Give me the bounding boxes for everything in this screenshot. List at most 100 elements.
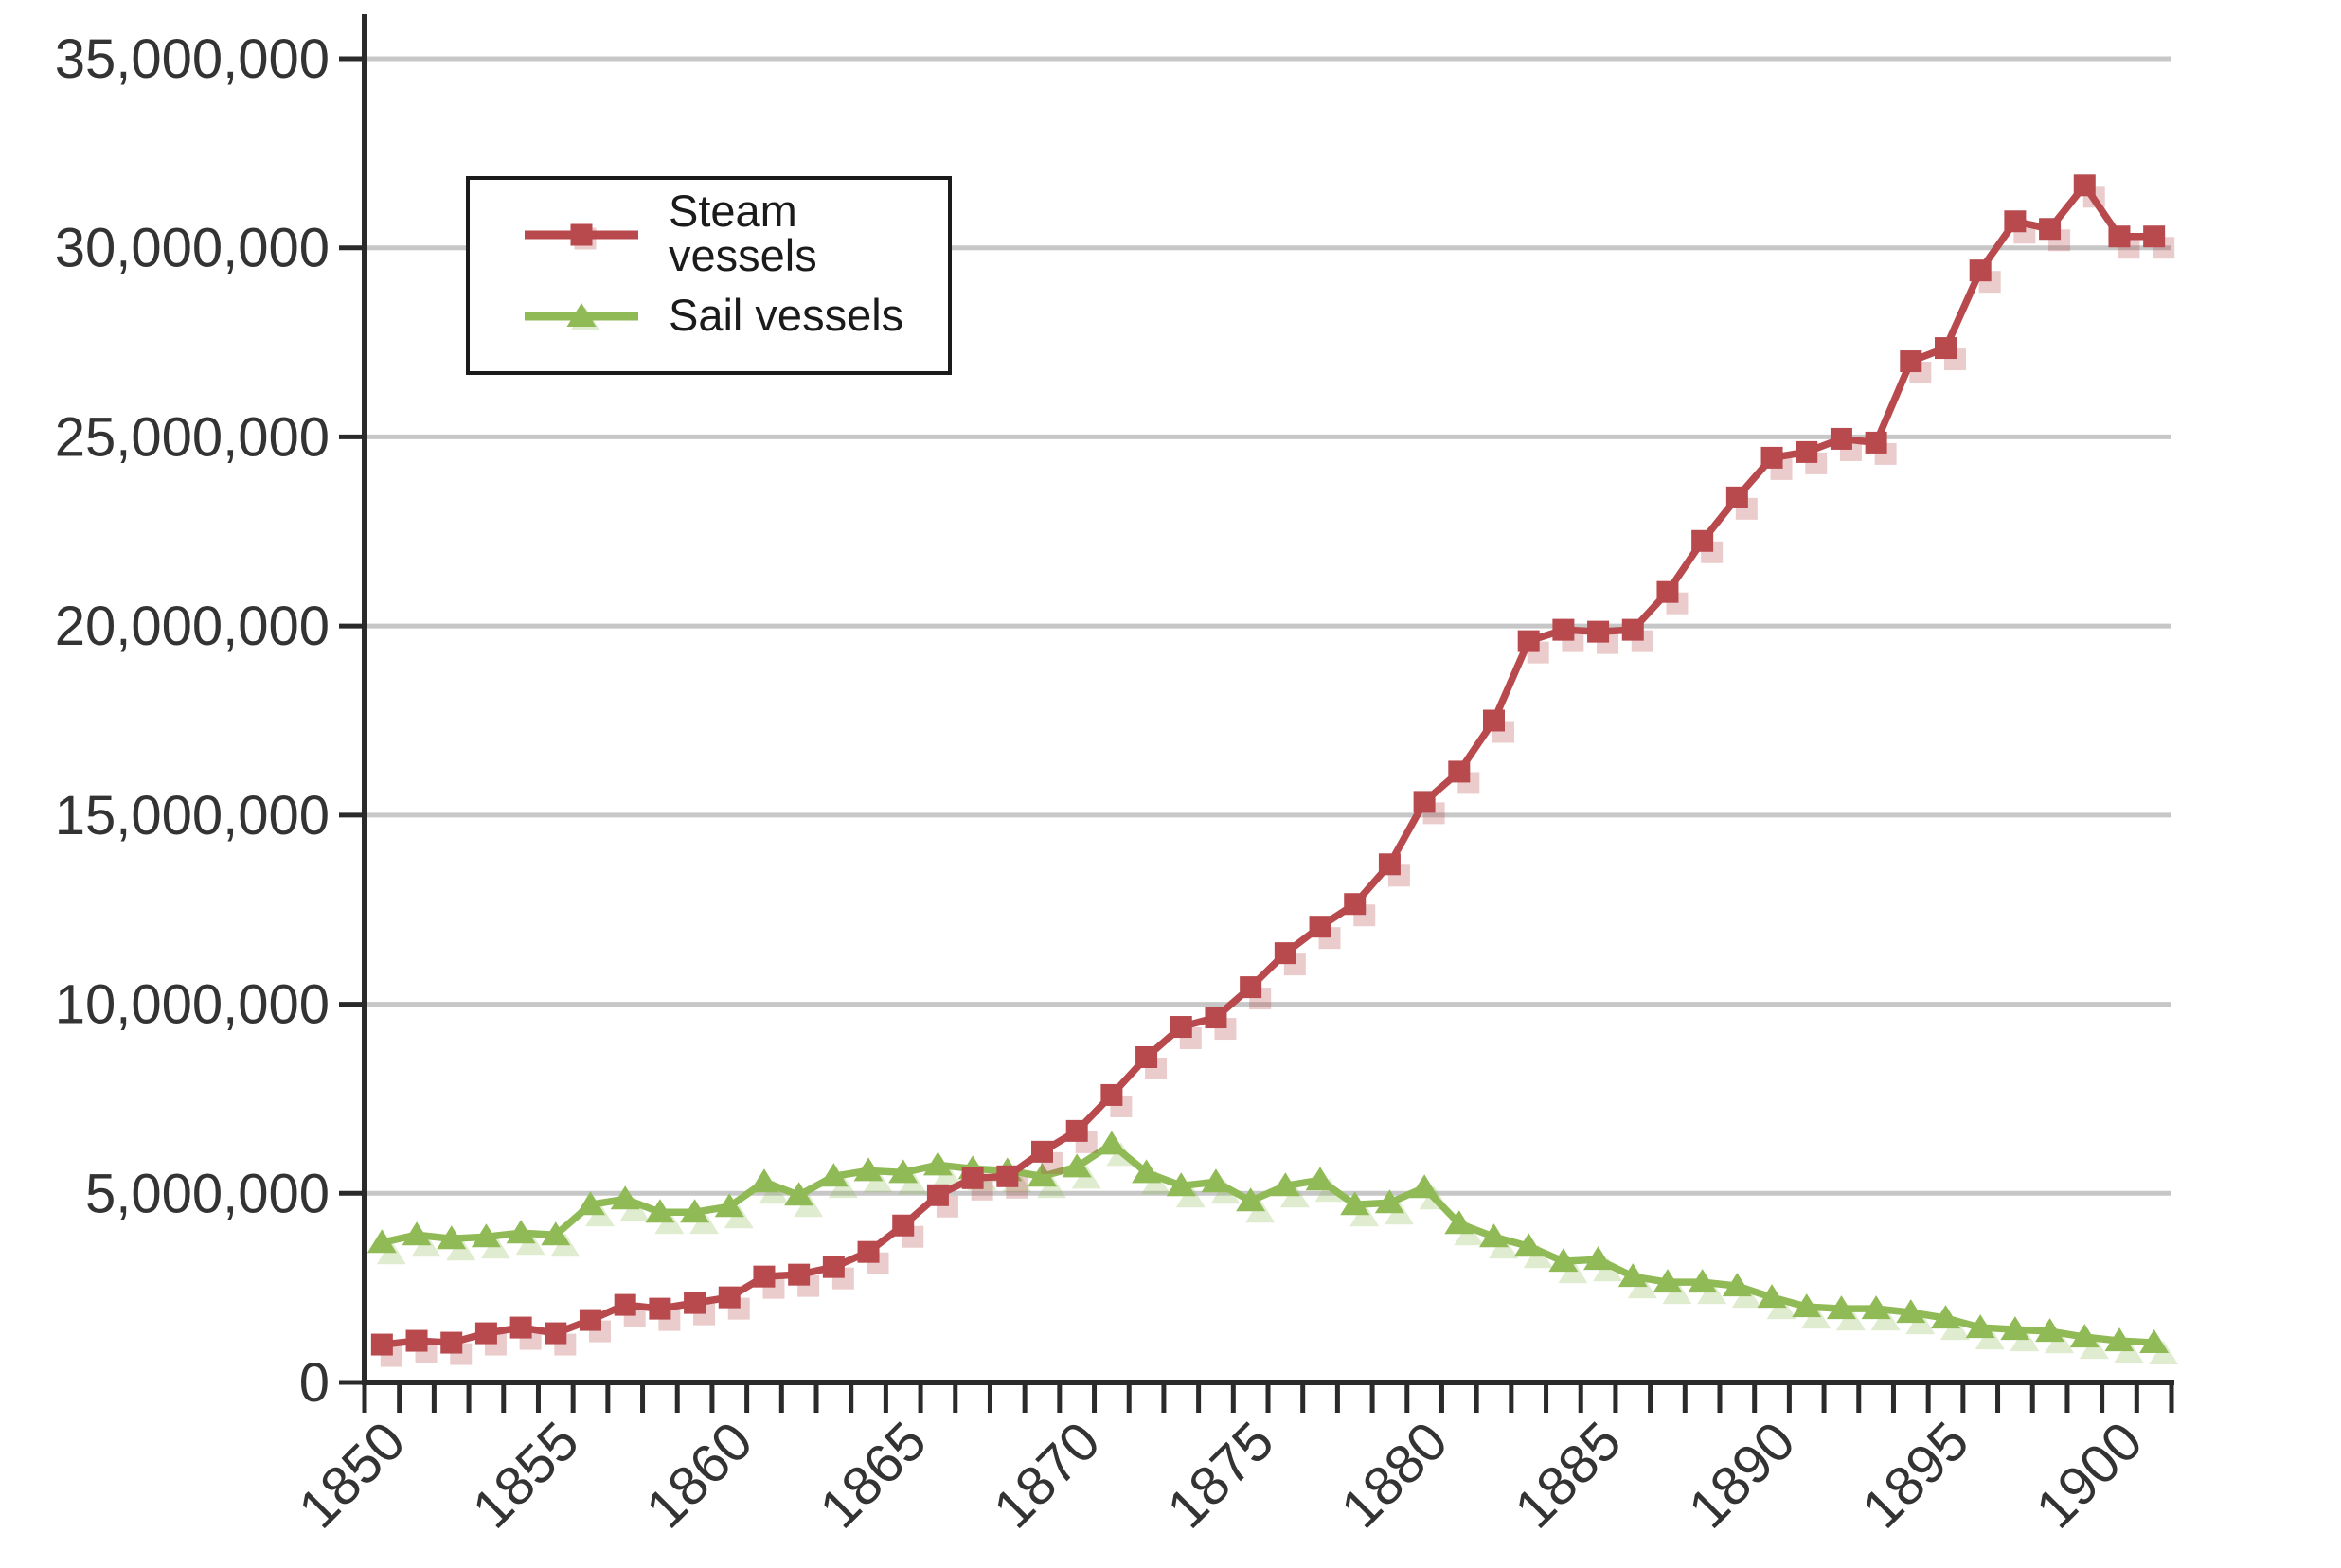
data-point-marker — [1031, 1140, 1053, 1163]
data-point-marker — [1830, 427, 1852, 450]
data-point-marker — [1653, 1269, 1683, 1293]
data-point-marker — [1236, 1187, 1266, 1212]
steam-series-swatch-icon — [525, 223, 638, 250]
y-axis-labels: 0 5,000,000 10,000,000 15,000,000 20,000,000… — [55, 28, 330, 1414]
data-point-marker — [1305, 1167, 1335, 1191]
data-point-marker — [1865, 431, 1887, 454]
legend-item-steam-vessels: Steam vessels — [519, 188, 948, 277]
data-point-marker — [1517, 630, 1540, 652]
data-point-marker — [1583, 1246, 1614, 1271]
data-point-marker — [1378, 853, 1401, 876]
data-point-marker — [996, 1165, 1019, 1187]
y-tick-label: 0 — [299, 1352, 330, 1414]
data-point-marker — [888, 1159, 919, 1184]
data-point-marker — [614, 1293, 636, 1316]
y-tick-label: 20,000,000 — [55, 596, 330, 657]
data-point-marker — [1201, 1168, 1231, 1193]
data-point-marker — [1552, 618, 1575, 641]
data-point-marker — [506, 1220, 536, 1244]
series-sail-vessels — [366, 1131, 2179, 1365]
data-point-marker — [610, 1185, 640, 1210]
data-point-marker — [1760, 446, 1783, 469]
data-point-marker — [1757, 1284, 1787, 1309]
data-point-marker — [509, 1316, 532, 1339]
data-point-marker — [1340, 1191, 1370, 1216]
sail-vessels-line — [378, 1140, 2158, 1346]
data-point-marker — [1309, 916, 1331, 938]
data-point-marker — [714, 1193, 744, 1218]
data-point-marker — [1100, 1083, 1123, 1106]
data-point-marker — [2139, 1329, 2170, 1354]
data-point-marker — [1722, 1273, 1752, 1297]
data-point-marker — [1374, 1189, 1404, 1214]
data-point-marker — [402, 1221, 432, 1246]
data-point-marker — [645, 1199, 675, 1223]
data-point-marker — [1896, 1299, 1926, 1324]
data-point-marker — [1205, 1007, 1227, 1029]
data-point-marker — [1240, 976, 1262, 999]
data-point-marker — [1617, 1263, 1648, 1288]
data-point-marker — [570, 223, 593, 246]
steam-vessels-line — [378, 182, 2158, 1348]
data-point-marker — [680, 1199, 710, 1223]
data-point-marker — [405, 1329, 428, 1352]
data-point-marker — [2104, 1327, 2135, 1352]
data-point-marker — [1587, 620, 1610, 643]
data-point-marker — [1274, 942, 1296, 965]
data-point-marker — [1935, 337, 1957, 360]
data-point-marker — [471, 1223, 501, 1248]
data-point-marker — [2073, 174, 2096, 197]
data-point-marker — [566, 303, 597, 327]
data-point-marker — [2004, 210, 2027, 233]
data-point-marker — [784, 1182, 814, 1206]
data-point-marker — [818, 1163, 849, 1187]
data-point-marker — [1483, 709, 1505, 732]
gridlines — [365, 56, 2171, 1196]
data-point-marker — [961, 1167, 984, 1189]
data-point-marker — [2000, 1316, 2030, 1341]
data-point-marker — [1028, 1163, 1057, 1187]
data-point-marker — [1444, 1210, 1474, 1235]
data-point-marker — [474, 1322, 497, 1345]
data-point-marker — [1688, 1269, 1718, 1293]
data-point-marker — [749, 1168, 779, 1193]
data-point-marker — [1344, 893, 1367, 916]
data-point-marker — [545, 1322, 567, 1345]
data-point-marker — [1900, 350, 1922, 373]
data-point-marker — [922, 1151, 953, 1176]
data-point-marker — [1725, 486, 1748, 508]
data-point-marker — [1513, 1233, 1544, 1257]
data-point-marker — [1861, 1295, 1891, 1320]
data-point-marker — [1097, 1131, 1127, 1155]
data-point-marker — [1792, 1293, 1822, 1318]
data-point-marker — [892, 1214, 915, 1237]
legend-item-sail-vessels: Sail vessels — [519, 293, 948, 339]
data-point-marker — [2143, 225, 2166, 248]
data-point-marker — [2035, 1318, 2065, 1343]
data-point-marker — [857, 1240, 880, 1263]
data-point-marker — [580, 1309, 601, 1331]
data-point-marker — [1270, 1172, 1300, 1197]
data-point-marker — [1479, 1223, 1509, 1248]
data-point-marker — [1062, 1153, 1092, 1178]
data-point-marker — [1656, 580, 1679, 603]
data-point-marker — [1448, 760, 1471, 783]
data-point-marker — [1409, 1174, 1439, 1199]
data-point-marker — [1065, 1119, 1088, 1142]
legend-label: Steam vessels — [669, 186, 817, 280]
data-point-marker — [541, 1221, 571, 1246]
data-point-marker — [1826, 1295, 1856, 1320]
data-point-marker — [440, 1331, 463, 1354]
data-point-marker — [822, 1256, 845, 1278]
data-point-marker — [2039, 218, 2062, 241]
data-point-marker — [753, 1265, 776, 1288]
data-point-marker — [1170, 1016, 1192, 1039]
data-point-marker — [649, 1297, 671, 1320]
data-point-marker — [788, 1263, 811, 1286]
axes — [339, 14, 2174, 1413]
data-point-marker — [1931, 1305, 1960, 1329]
data-point-marker — [437, 1225, 467, 1250]
series-steam-vessels — [370, 174, 2175, 1367]
